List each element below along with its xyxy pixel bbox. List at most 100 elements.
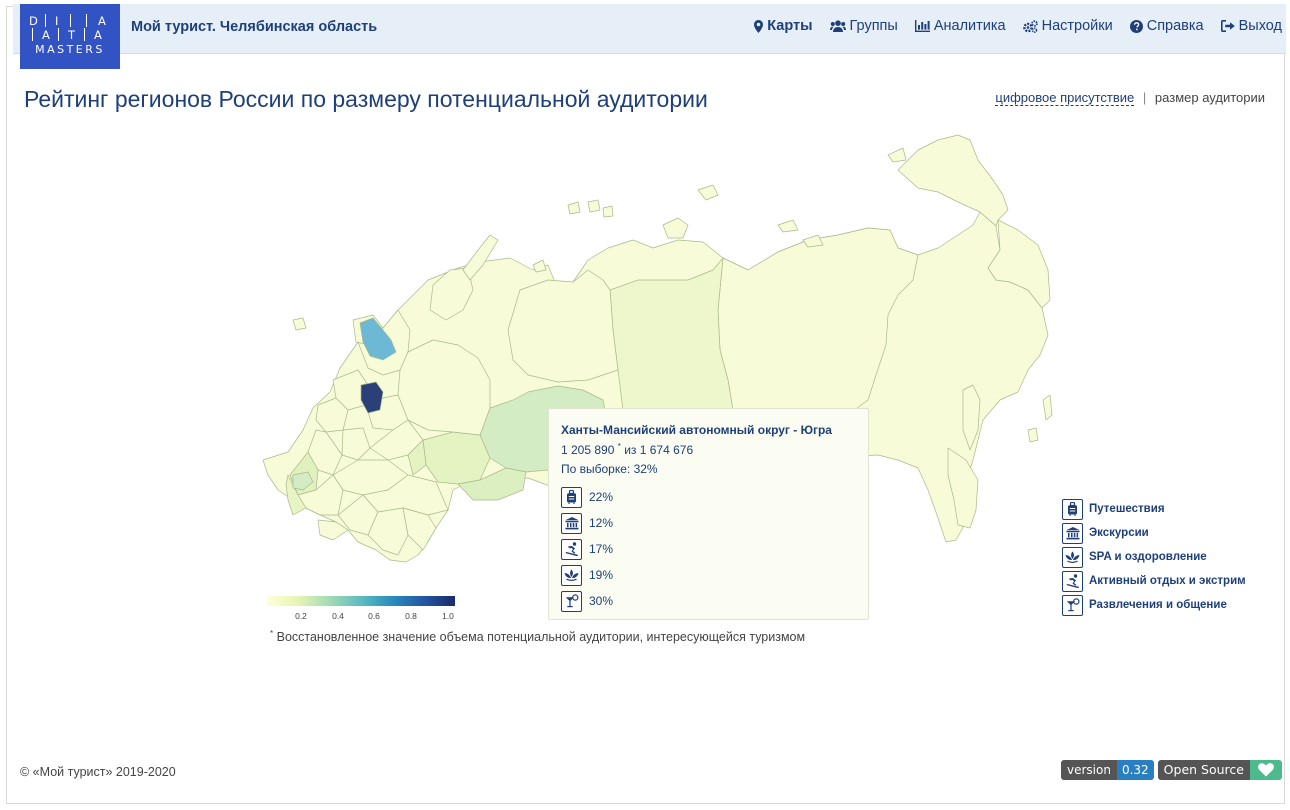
legend-item-travel[interactable]: Путешествия: [1062, 497, 1246, 521]
map-region: [567, 201, 581, 215]
logo-text: MASTERS: [35, 43, 105, 56]
footnote-text: Восстановленное значение объема потенциа…: [276, 630, 806, 645]
nav-label: Группы: [849, 18, 898, 34]
map-region: [802, 234, 824, 248]
nav-label: Справка: [1146, 18, 1204, 34]
russia-map[interactable]: .rg { stroke: #a9b98a; stroke-width: 0.7…: [258, 130, 1058, 580]
cocktail-icon: [1062, 594, 1083, 616]
tooltip-value: 17%: [589, 542, 614, 556]
snowboarder-icon: [1062, 570, 1083, 592]
tooltip-row-entertainment: 30%: [561, 588, 856, 614]
nav-item-help[interactable]: Справка: [1129, 18, 1204, 34]
map-region: [962, 384, 981, 451]
logo-letter: A: [94, 28, 102, 42]
navbar: [13, 4, 1286, 54]
map-region: [532, 259, 547, 273]
version-key: version: [1061, 760, 1117, 780]
tooltip-count-value: 1 205 890: [561, 443, 615, 457]
map-region: [662, 217, 689, 239]
legend-label: Активный отдых и экстрим: [1089, 575, 1246, 587]
legend-item-excursions[interactable]: Экскурсии: [1062, 521, 1246, 545]
map-region: [987, 219, 1051, 309]
map-region: [507, 269, 619, 383]
logo-letter: A: [42, 28, 50, 42]
cocktail-icon: [561, 590, 582, 612]
legend-item-entertainment[interactable]: Развлечения и общение: [1062, 593, 1246, 617]
map-region: [947, 447, 979, 529]
lotus-icon: [1062, 546, 1083, 568]
region-tooltip: Ханты-Мансийский автономный округ - Югра…: [548, 408, 869, 620]
version-badge[interactable]: version 0.32: [1061, 760, 1154, 780]
nav-item-settings[interactable]: Настройки: [1022, 18, 1113, 34]
map-region: [292, 317, 307, 331]
tooltip-value: 12%: [589, 516, 614, 530]
tooltip-count-total: из 1 674 676: [624, 443, 694, 457]
view-digital-presence-link[interactable]: цифровое присутствие: [995, 90, 1135, 106]
map-region-arkhangelsk: [359, 317, 397, 361]
users-icon: [829, 20, 846, 32]
scale-tick: 1.0: [442, 611, 454, 621]
color-scale-bar: [267, 596, 455, 606]
footnote: * Восстановленное значение объема потенц…: [270, 629, 805, 644]
app-title[interactable]: Мой турист. Челябинская область: [131, 19, 378, 35]
tooltip-region-name: Ханты-Мансийский автономный округ - Югра: [561, 423, 832, 437]
map-region: [602, 205, 614, 218]
map-region: [1027, 427, 1039, 443]
tooltip-value: 22%: [589, 490, 614, 504]
legend-item-active[interactable]: Активный отдых и экстрим: [1062, 569, 1246, 593]
category-legend: Путешествия Экскурсии SPA и оздоровление…: [1062, 497, 1246, 617]
scale-tick: 0.8: [405, 611, 417, 621]
map-region: [777, 219, 799, 233]
page-title: Рейтинг регионов России по размеру потен…: [24, 86, 708, 112]
bar-chart-icon: [914, 20, 930, 32]
map-region: [429, 267, 474, 321]
nav-label: Аналитика: [933, 18, 1006, 34]
tooltip-count: 1 205 890 * из 1 674 676: [561, 442, 856, 457]
color-scale-ticks: 0.2 0.4 0.6 0.8 1.0: [267, 611, 455, 623]
logo-letter: I: [55, 14, 59, 28]
tooltip-categories: 22% 12% 17% 19% 30%: [561, 484, 856, 614]
view-audience-size-option[interactable]: размер аудитории: [1154, 90, 1265, 105]
view-switch: цифровое присутствие | размер аудитории: [995, 90, 1265, 106]
legend-label: Развлечения и общение: [1089, 599, 1227, 611]
tooltip-value: 19%: [589, 568, 614, 582]
nav-label: Выход: [1238, 18, 1282, 34]
copyright: © «Мой турист» 2019-2020: [20, 765, 176, 779]
nav-item-groups[interactable]: Группы: [829, 18, 898, 34]
map-region: [402, 507, 437, 551]
map-region: [587, 199, 601, 213]
scale-tick: 0.2: [295, 611, 307, 621]
map-region: [1042, 394, 1053, 421]
nav-label: Карты: [767, 18, 813, 34]
color-scale: 0.2 0.4 0.6 0.8 1.0: [267, 596, 455, 621]
museum-icon: [561, 512, 582, 534]
tooltip-row-travel: 22%: [561, 484, 856, 510]
question-circle-icon: [1129, 19, 1143, 33]
nav-item-logout[interactable]: Выход: [1220, 18, 1282, 34]
legend-item-spa[interactable]: SPA и оздоровление: [1062, 545, 1246, 569]
logo[interactable]: D I A A T A MASTERS: [20, 4, 120, 69]
scale-tick: 0.6: [368, 611, 380, 621]
tooltip-row-excursions: 12%: [561, 510, 856, 536]
heart-icon: [1249, 760, 1282, 780]
tooltip-value: 30%: [589, 594, 614, 608]
map-region: [360, 381, 384, 414]
map-marker-icon: [754, 19, 764, 33]
footer-badges: version 0.32 Open Source: [1061, 760, 1282, 780]
nav-item-analytics[interactable]: Аналитика: [914, 18, 1006, 34]
footnote-mark: *: [270, 629, 274, 638]
sign-out-icon: [1220, 20, 1235, 32]
logo-letter: A: [98, 14, 106, 28]
nav-label: Настройки: [1041, 18, 1113, 34]
map-region: [407, 439, 427, 476]
open-source-label: Open Source: [1157, 760, 1250, 780]
map-region: [697, 184, 719, 201]
version-value: 0.32: [1116, 760, 1154, 780]
nav-item-maps[interactable]: Карты: [754, 18, 813, 34]
main-nav: Карты Группы Аналитика Настройки Справка…: [754, 18, 1282, 34]
map-region: [285, 474, 307, 516]
legend-label: Путешествия: [1089, 503, 1165, 515]
open-source-badge[interactable]: Open Source: [1157, 760, 1282, 780]
map-region: [297, 474, 344, 516]
cogs-icon: [1022, 19, 1038, 33]
